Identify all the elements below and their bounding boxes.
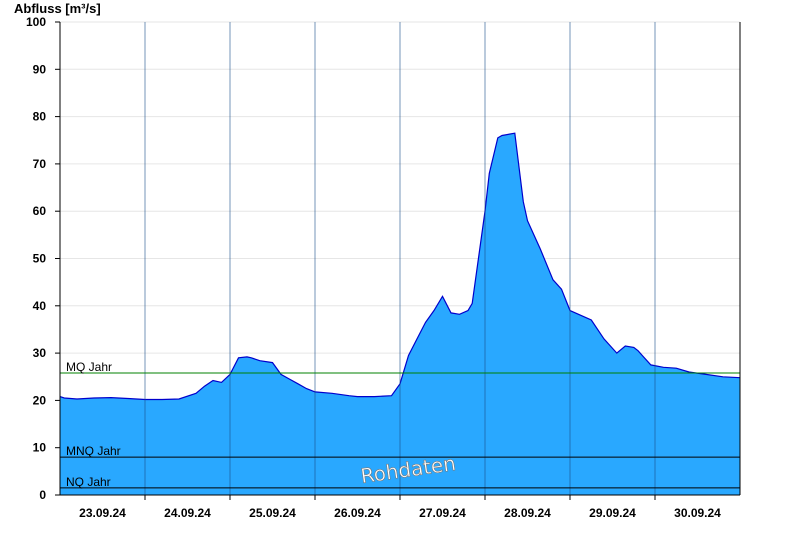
y-tick-label: 40 xyxy=(33,299,47,313)
y-tick-label: 10 xyxy=(33,441,47,455)
y-tick-label: 0 xyxy=(39,488,46,502)
x-tick-label: 25.09.24 xyxy=(249,506,296,520)
reference-line-label: MNQ Jahr xyxy=(66,444,121,458)
y-tick-label: 30 xyxy=(33,346,47,360)
y-tick-label: 90 xyxy=(33,62,47,76)
x-tick-label: 28.09.24 xyxy=(504,506,551,520)
reference-line-label: NQ Jahr xyxy=(66,475,111,489)
discharge-line xyxy=(59,132,741,401)
x-tick-label: 23.09.24 xyxy=(79,506,126,520)
reference-line-label: MQ Jahr xyxy=(66,360,112,374)
y-tick-label: 20 xyxy=(33,393,47,407)
reference-lines: MQ Jahr MNQ Jahr NQ Jahr xyxy=(60,360,740,489)
x-tick-label: 24.09.24 xyxy=(164,506,211,520)
y-tick-label: 70 xyxy=(33,157,47,171)
y-tick-label: 80 xyxy=(33,110,47,124)
x-tick-label: 29.09.24 xyxy=(589,506,636,520)
y-tick-label: 50 xyxy=(33,252,47,266)
x-tick-label: 30.09.24 xyxy=(674,506,721,520)
day-separators xyxy=(144,22,656,495)
y-tick-label: 100 xyxy=(26,15,46,29)
x-tick-label: 26.09.24 xyxy=(334,506,381,520)
y-tick-labels: 0 10 20 30 40 50 60 70 80 90 100 xyxy=(26,15,60,502)
y-axis-label: Abfluss [m³/s] xyxy=(14,1,101,16)
y-tick-label: 60 xyxy=(33,204,47,218)
x-tick-labels: 23.09.24 24.09.24 25.09.24 26.09.24 27.09.24… xyxy=(79,495,721,520)
x-tick-label: 27.09.24 xyxy=(419,506,466,520)
